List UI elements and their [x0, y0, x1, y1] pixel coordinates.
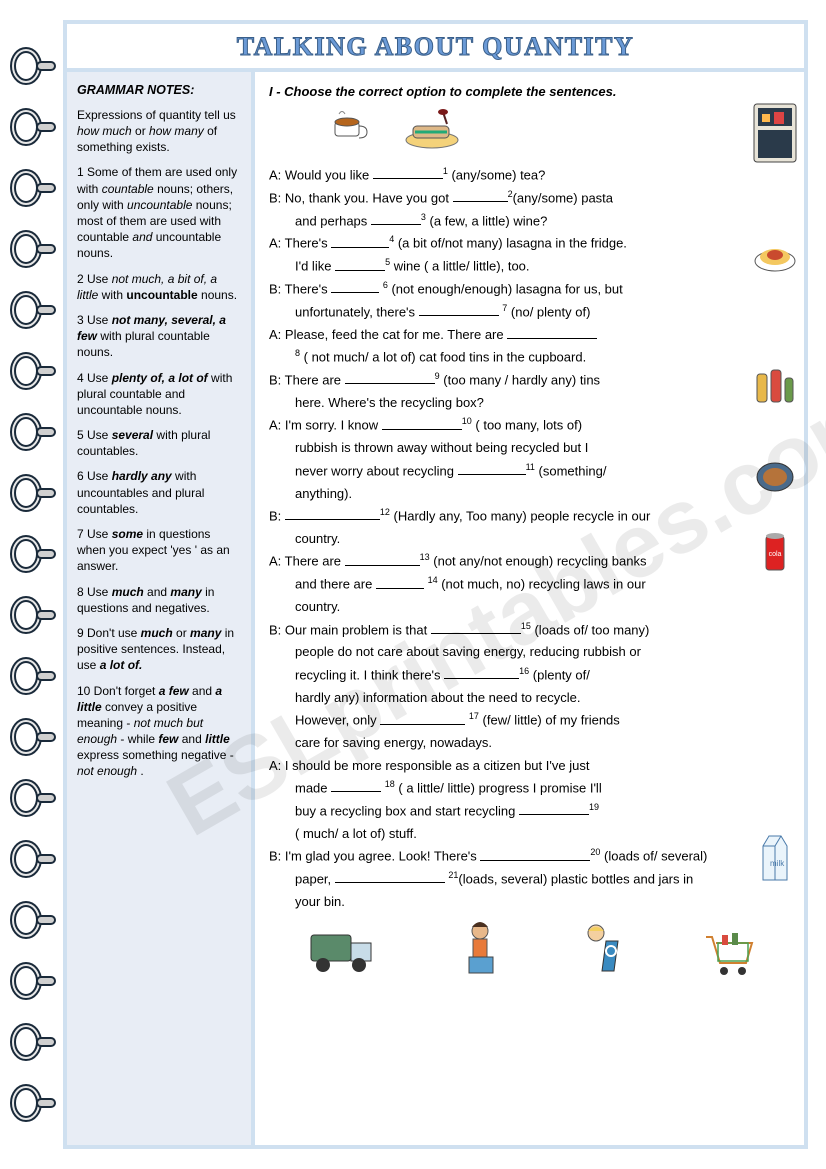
- grammar-note: 6 Use hardly any with uncountables and p…: [77, 468, 241, 517]
- binding-ring: [10, 290, 58, 330]
- teacup-icon: [329, 108, 373, 156]
- grammar-notes-sidebar: GRAMMAR NOTES: Expressions of quantity t…: [67, 72, 255, 1145]
- exercise-area: ESLprintables.com I - Choose the correct…: [255, 72, 804, 1145]
- grammar-note: 8 Use much and many in questions and neg…: [77, 584, 241, 616]
- binding-ring: [10, 473, 58, 513]
- binding-ring: [10, 351, 58, 391]
- grammar-note: 1 Some of them are used only with counta…: [77, 164, 241, 261]
- garbage-truck-icon: [305, 923, 383, 983]
- two-columns: GRAMMAR NOTES: Expressions of quantity t…: [67, 68, 804, 1145]
- exercise-title: I - Choose the correct option to complet…: [269, 82, 792, 102]
- dialog-text: A: Would you like 1 (any/some) tea? B: N…: [269, 165, 792, 911]
- worksheet-page: // placeholder – rings built below stati…: [0, 0, 826, 1169]
- fridge-icon: [747, 102, 802, 170]
- grammar-note: 7 Use some in questions when you expect …: [77, 526, 241, 575]
- bottom-clipart-row: [269, 919, 792, 983]
- binding-ring: [10, 1083, 58, 1123]
- binding-ring: [10, 46, 58, 86]
- binding-ring: [10, 839, 58, 879]
- recycle-bin-icon: [578, 921, 626, 983]
- binding-ring: [10, 1022, 58, 1062]
- sandwich-icon: [403, 108, 461, 156]
- binding-ring: [10, 168, 58, 208]
- grammar-note: 3 Use not many, several, a few with plur…: [77, 312, 241, 361]
- binding-ring: [10, 229, 58, 269]
- content-frame: TALKING ABOUT QUANTITY GRAMMAR NOTES: Ex…: [63, 20, 808, 1149]
- sidebar-intro: Expressions of quantity tell us how much…: [77, 107, 241, 156]
- spiral-binding: // placeholder – rings built below stati…: [8, 20, 63, 1149]
- grammar-note: 4 Use plenty of, a lot of with plural co…: [77, 370, 241, 419]
- grammar-note: 9 Don't use much or many in positive sen…: [77, 625, 241, 674]
- binding-ring: [10, 900, 58, 940]
- grammar-note: 2 Use not much, a bit of, a little with …: [77, 271, 241, 303]
- girl-recycling-icon: [455, 919, 505, 983]
- binding-ring: [10, 595, 58, 635]
- sidebar-heading: GRAMMAR NOTES:: [77, 82, 241, 99]
- binding-ring: [10, 778, 58, 818]
- binding-ring: [10, 717, 58, 757]
- binding-ring: [10, 412, 58, 452]
- page-title: TALKING ABOUT QUANTITY: [67, 24, 804, 68]
- grammar-note: 5 Use several with plural countables.: [77, 427, 241, 459]
- binding-ring: [10, 656, 58, 696]
- top-clipart-row: [329, 108, 792, 156]
- binding-ring: [10, 107, 58, 147]
- binding-ring: [10, 534, 58, 574]
- binding-ring: [10, 961, 58, 1001]
- shopping-cart-icon: [698, 929, 756, 983]
- grammar-note: 10 Don't forget a few and a little conve…: [77, 683, 241, 780]
